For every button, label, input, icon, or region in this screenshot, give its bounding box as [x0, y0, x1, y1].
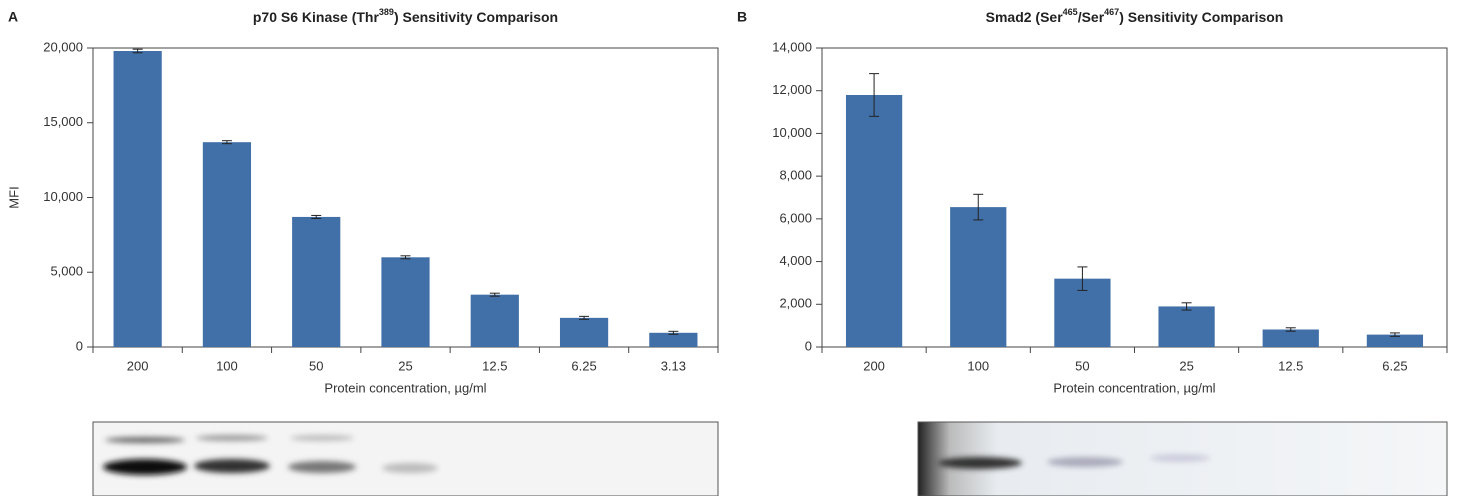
- error-bar: [311, 214, 322, 219]
- title-superscript: 465: [1063, 7, 1078, 17]
- error-bar: [1077, 266, 1088, 291]
- x-tick-label: 100: [967, 358, 989, 373]
- bar: [381, 257, 430, 347]
- x-tick-label: 12.5: [482, 358, 507, 373]
- error-bar: [132, 48, 143, 54]
- y-tick-label: 15,000: [43, 114, 83, 129]
- x-axis-label: Protein concentration, µg/ml: [1053, 380, 1215, 395]
- bar: [470, 294, 519, 347]
- x-tick-label: 50: [1075, 358, 1089, 373]
- error-bar: [869, 73, 880, 117]
- x-tick-label: 100: [216, 358, 238, 373]
- bar: [292, 216, 341, 347]
- title-text: ) Sensitivity Comparison: [394, 9, 558, 25]
- blot-b: [917, 421, 1448, 496]
- title-superscript: 389: [379, 7, 394, 17]
- error-bar: [1285, 327, 1296, 332]
- error-bar: [668, 330, 679, 335]
- error-bar: [489, 292, 500, 297]
- chart-title: Smad2 (Ser465/Ser467) Sensitivity Compar…: [986, 7, 1284, 24]
- y-tick-label: 2,000: [779, 296, 812, 311]
- bar: [950, 207, 1007, 347]
- y-tick-label: 20,000: [43, 39, 83, 54]
- x-tick-label: 200: [127, 358, 149, 373]
- x-tick-label: 25: [1179, 358, 1193, 373]
- y-tick-label: 10,000: [43, 189, 83, 204]
- title-superscript: 467: [1104, 7, 1119, 17]
- y-tick-label: 0: [805, 338, 812, 353]
- x-tick-label: 3.13: [661, 358, 686, 373]
- x-tick-label: 25: [398, 358, 412, 373]
- title-text: ) Sensitivity Comparison: [1119, 9, 1283, 25]
- error-bar: [400, 255, 411, 260]
- x-tick-label: 200: [863, 358, 885, 373]
- bar: [649, 332, 698, 347]
- y-axis-label: MFI: [6, 186, 21, 208]
- y-tick-label: 8,000: [779, 168, 812, 183]
- y-tick-label: 14,000: [772, 39, 812, 54]
- x-tick-label: 6.25: [571, 358, 596, 373]
- x-tick-label: 6.25: [1382, 358, 1407, 373]
- y-tick-label: 4,000: [779, 253, 812, 268]
- blot-a: [92, 421, 719, 496]
- error-bar: [221, 140, 232, 145]
- bar: [113, 50, 162, 348]
- y-tick-label: 6,000: [779, 210, 812, 225]
- bar: [1262, 329, 1319, 347]
- bar: [1366, 334, 1424, 347]
- x-tick-label: 12.5: [1278, 358, 1303, 373]
- x-axis-label: Protein concentration, µg/ml: [324, 380, 486, 395]
- title-text: Smad2 (Ser: [986, 9, 1064, 25]
- y-tick-label: 10,000: [772, 125, 812, 140]
- bar: [559, 317, 609, 347]
- y-tick-label: 12,000: [772, 82, 812, 97]
- error-bar: [973, 193, 984, 221]
- plot-frame: [821, 47, 1448, 348]
- bar: [1158, 306, 1215, 347]
- x-tick-label: 50: [309, 358, 323, 373]
- title-text: /Ser: [1078, 9, 1105, 25]
- panel-label: A: [8, 9, 18, 25]
- y-tick-label: 5,000: [50, 264, 83, 279]
- error-bar: [1389, 332, 1400, 337]
- title-text: p70 S6 Kinase (Thr: [253, 9, 380, 25]
- error-bar: [579, 315, 590, 320]
- panel-label: B: [737, 9, 747, 25]
- chart-title: p70 S6 Kinase (Thr389) Sensitivity Compa…: [253, 7, 558, 24]
- error-bar: [1181, 302, 1192, 311]
- y-tick-label: 0: [76, 338, 83, 353]
- bar: [845, 94, 903, 347]
- bar: [202, 142, 252, 347]
